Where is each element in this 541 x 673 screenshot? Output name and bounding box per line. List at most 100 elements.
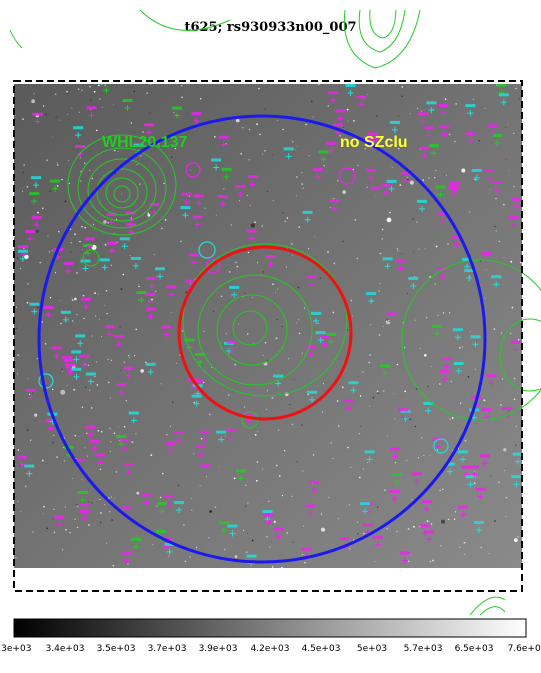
source-cross <box>483 258 490 265</box>
source-cross <box>513 203 520 210</box>
star <box>489 189 491 190</box>
star <box>52 441 54 444</box>
source-label-mark <box>469 465 480 469</box>
source-cross <box>166 448 173 455</box>
star <box>118 426 120 428</box>
star <box>450 380 453 383</box>
source-label-mark <box>381 183 392 187</box>
star <box>247 333 249 335</box>
source-cross <box>125 372 132 379</box>
source-label-mark <box>400 171 411 175</box>
source-label-mark <box>481 252 492 255</box>
star <box>59 119 61 121</box>
star <box>385 319 391 325</box>
star <box>356 257 359 260</box>
colorbar <box>13 618 527 638</box>
star <box>296 461 298 463</box>
star <box>170 312 172 313</box>
star <box>442 488 444 490</box>
star <box>275 464 278 467</box>
star <box>378 334 381 336</box>
star <box>56 185 59 187</box>
source-cross <box>320 156 327 163</box>
star <box>414 319 416 321</box>
star <box>367 462 369 464</box>
source-cross <box>73 373 80 380</box>
star <box>353 120 355 122</box>
star <box>495 197 497 200</box>
star <box>291 495 293 497</box>
star <box>415 388 418 390</box>
star <box>25 485 27 488</box>
star <box>494 226 496 228</box>
source-cross <box>466 274 473 281</box>
star <box>322 383 324 385</box>
star <box>368 361 371 364</box>
source-cross <box>193 400 200 407</box>
star <box>123 425 126 428</box>
star <box>248 128 251 131</box>
cluster-core-circle <box>177 245 353 421</box>
star <box>432 108 434 110</box>
star <box>199 485 201 487</box>
source-label-mark <box>312 168 323 171</box>
source-label-mark <box>60 310 71 314</box>
star <box>96 361 98 363</box>
source-label-mark <box>343 399 354 403</box>
source-label-mark <box>395 259 406 263</box>
source-label-mark <box>144 123 155 127</box>
source-label-mark <box>487 124 498 128</box>
star <box>97 429 100 432</box>
star <box>53 518 54 520</box>
star <box>214 506 217 509</box>
source-cross <box>304 216 311 223</box>
source-label-mark <box>164 442 175 446</box>
star <box>414 275 416 277</box>
source-cross <box>330 205 337 212</box>
source-cross <box>374 541 381 548</box>
source-cross <box>81 360 88 367</box>
source-label-mark <box>498 93 509 97</box>
star <box>337 180 339 182</box>
source-label-mark <box>50 179 61 183</box>
star <box>99 521 102 524</box>
source-cross <box>426 536 433 543</box>
source-cross <box>425 407 432 414</box>
source-label-mark <box>145 362 156 366</box>
star <box>54 93 57 95</box>
star <box>381 228 384 231</box>
colorbar-tick: 5e+03 <box>356 644 388 654</box>
source-label-mark <box>263 512 274 515</box>
star <box>246 194 248 196</box>
star <box>428 177 430 179</box>
star <box>412 218 415 221</box>
source-cross <box>118 389 125 396</box>
star <box>214 136 216 138</box>
source-label-mark <box>418 112 429 116</box>
star <box>78 111 80 113</box>
star <box>155 290 157 292</box>
star <box>79 240 81 243</box>
star <box>515 87 517 90</box>
star <box>436 449 439 451</box>
star <box>180 240 182 242</box>
star <box>117 151 119 153</box>
star <box>253 342 254 344</box>
source-cross <box>443 363 450 370</box>
star <box>264 342 267 344</box>
star <box>91 155 93 157</box>
star <box>15 545 16 547</box>
star <box>153 254 155 256</box>
star <box>96 384 99 386</box>
star <box>277 429 280 431</box>
source-cross <box>350 387 357 394</box>
source-label-mark <box>61 355 72 359</box>
source-label-mark <box>262 510 273 513</box>
star <box>445 174 447 176</box>
source-label-mark <box>51 346 62 350</box>
colorbar-tick: 3.7e+03 <box>147 644 187 654</box>
source-label-mark <box>122 99 133 102</box>
star <box>67 93 69 95</box>
source-cross <box>96 459 103 466</box>
source-label-mark <box>94 453 105 457</box>
